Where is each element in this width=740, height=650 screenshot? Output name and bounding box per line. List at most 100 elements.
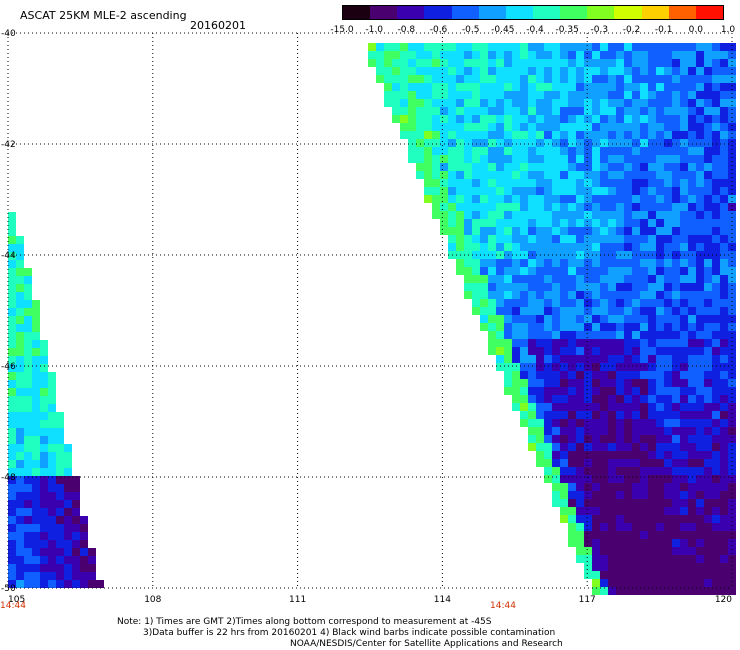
wind-cell [72,516,80,524]
wind-cell [488,91,496,99]
wind-cell [720,259,728,267]
wind-cell [56,548,64,556]
wind-cell [600,427,608,435]
wind-cell [24,324,32,332]
wind-cell [656,275,664,283]
wind-cell [656,459,664,467]
wind-cell [600,571,608,579]
wind-cell [624,163,632,171]
wind-cell [568,523,576,531]
wind-cell [696,483,704,491]
wind-cell [568,331,576,339]
wind-cell [480,235,488,243]
wind-cell [608,227,616,235]
wind-cell [504,131,512,139]
wind-cell [512,147,520,155]
wind-cell [592,147,600,155]
wind-cell [528,155,536,163]
wind-cell [664,419,672,427]
wind-cell [632,459,640,467]
wind-cell [720,507,728,515]
wind-cell [24,460,32,468]
wind-cell [648,235,656,243]
wind-cell [544,419,552,427]
wind-cell [512,203,520,211]
wind-cell [688,59,696,67]
wind-cell [32,380,40,388]
wind-cell [704,499,712,507]
wind-cell [576,363,584,371]
wind-cell [624,107,632,115]
wind-cell [592,475,600,483]
wind-cell [544,427,552,435]
wind-cell [520,299,528,307]
wind-cell [656,515,664,523]
wind-cell [384,99,392,107]
wind-cell [592,219,600,227]
wind-cell [536,107,544,115]
wind-cell [24,380,32,388]
wind-cell [32,500,40,508]
wind-cell [560,331,568,339]
wind-cell [576,403,584,411]
wind-cell [728,219,736,227]
wind-cell [608,203,616,211]
wind-cell [16,364,24,372]
wind-cell [720,491,728,499]
wind-cell [568,435,576,443]
wind-cell [24,388,32,396]
wind-cell [560,147,568,155]
wind-cell [680,451,688,459]
wind-cell [560,515,568,523]
wind-cell [72,500,80,508]
wind-cell [664,523,672,531]
wind-cell [592,59,600,67]
wind-cell [640,75,648,83]
wind-cell [8,252,16,260]
wind-cell [472,307,480,315]
wind-cell [40,500,48,508]
wind-cell [696,315,704,323]
wind-cell [648,83,656,91]
wind-cell [536,283,544,291]
wind-cell [16,492,24,500]
wind-cell [576,259,584,267]
wind-cell [608,427,616,435]
wind-cell [536,291,544,299]
wind-cell [672,259,680,267]
wind-cell [392,83,400,91]
wind-cell [728,419,736,427]
wind-cell [600,387,608,395]
wind-cell [704,435,712,443]
wind-cell [584,531,592,539]
wind-cell [712,219,720,227]
wind-cell [584,395,592,403]
wind-cell [504,171,512,179]
wind-cell [504,67,512,75]
wind-cell [648,147,656,155]
wind-cell [656,355,664,363]
wind-cell [608,395,616,403]
wind-cell [64,508,72,516]
wind-cell [584,115,592,123]
colorbar-swatch [505,6,533,19]
wind-cell [664,531,672,539]
wind-cell [8,212,16,220]
wind-cell [632,451,640,459]
wind-cell [712,267,720,275]
wind-cell [632,323,640,331]
wind-cell [720,403,728,411]
wind-cell [32,332,40,340]
wind-cell [8,324,16,332]
wind-cell [464,227,472,235]
wind-cell [32,444,40,452]
wind-cell [64,484,72,492]
wind-cell [640,387,648,395]
wind-cell [656,579,664,587]
wind-cell [704,275,712,283]
wind-cell [616,363,624,371]
wind-cell [672,387,680,395]
wind-cell [528,435,536,443]
wind-cell [600,523,608,531]
wind-cell [648,395,656,403]
